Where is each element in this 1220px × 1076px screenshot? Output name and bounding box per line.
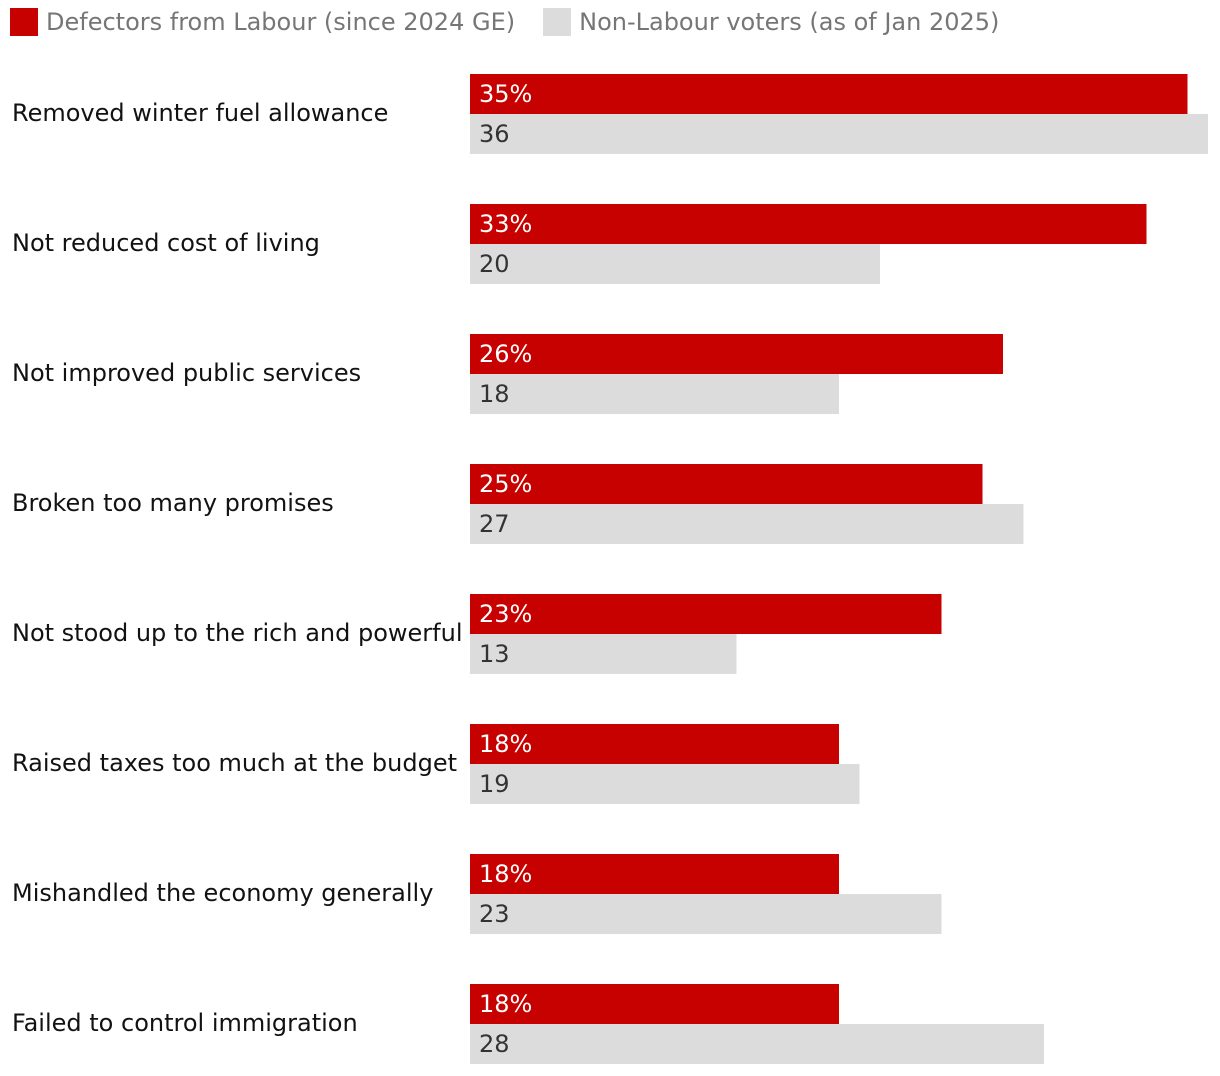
bar-non-labour-not-stood-up-to-the-rich-and-powerful — [470, 634, 737, 674]
data-label-non-labour-removed-winter-fuel-allowance: 36 — [479, 120, 510, 148]
category-label-mishandled-the-economy-generally: Mishandled the economy generally — [12, 879, 433, 907]
data-label-defectors-not-stood-up-to-the-rich-and-powerful: 23% — [479, 600, 532, 628]
bar-defectors-not-improved-public-services — [470, 334, 1003, 374]
bar-non-labour-mishandled-the-economy-generally — [470, 894, 942, 934]
category-label-broken-too-many-promises: Broken too many promises — [12, 489, 334, 517]
data-label-defectors-broken-too-many-promises: 25% — [479, 470, 532, 498]
category-label-removed-winter-fuel-allowance: Removed winter fuel allowance — [12, 99, 388, 127]
data-label-defectors-failed-to-control-immigration: 18% — [479, 990, 532, 1018]
category-label-raised-taxes-too-much-at-the-budget: Raised taxes too much at the budget — [12, 749, 457, 777]
legend-label-non-labour: Non-Labour voters (as of Jan 2025) — [579, 8, 1000, 36]
category-label-not-stood-up-to-the-rich-and-powerful: Not stood up to the rich and powerful — [12, 619, 463, 647]
legend-swatch-defectors — [10, 8, 38, 36]
data-label-defectors-removed-winter-fuel-allowance: 35% — [479, 80, 532, 108]
bar-defectors-broken-too-many-promises — [470, 464, 983, 504]
data-label-non-labour-broken-too-many-promises: 27 — [479, 510, 510, 538]
bar-non-labour-broken-too-many-promises — [470, 504, 1024, 544]
legend-label-defectors: Defectors from Labour (since 2024 GE) — [46, 8, 516, 36]
data-label-defectors-raised-taxes-too-much-at-the-budget: 18% — [479, 730, 532, 758]
data-label-non-labour-not-stood-up-to-the-rich-and-powerful: 13 — [479, 640, 510, 668]
bar-non-labour-removed-winter-fuel-allowance — [470, 114, 1208, 154]
bar-defectors-raised-taxes-too-much-at-the-budget — [470, 724, 839, 764]
bar-non-labour-not-reduced-cost-of-living — [470, 244, 880, 284]
bar-defectors-removed-winter-fuel-allowance — [470, 74, 1188, 114]
data-label-defectors-mishandled-the-economy-generally: 18% — [479, 860, 532, 888]
data-label-non-labour-not-reduced-cost-of-living: 20 — [479, 250, 510, 278]
bar-non-labour-failed-to-control-immigration — [470, 1024, 1044, 1064]
bar-defectors-not-reduced-cost-of-living — [470, 204, 1147, 244]
legend-item-defectors: Defectors from Labour (since 2024 GE) — [10, 8, 515, 36]
data-label-non-labour-mishandled-the-economy-generally: 23 — [479, 900, 510, 928]
legend: Defectors from Labour (since 2024 GE) No… — [10, 8, 1027, 36]
category-label-not-improved-public-services: Not improved public services — [12, 359, 361, 387]
data-label-non-labour-not-improved-public-services: 18 — [479, 380, 510, 408]
legend-swatch-non-labour — [543, 8, 572, 36]
bar-defectors-not-stood-up-to-the-rich-and-powerful — [470, 594, 942, 634]
category-label-not-reduced-cost-of-living: Not reduced cost of living — [12, 229, 320, 257]
data-label-defectors-not-reduced-cost-of-living: 33% — [479, 210, 532, 238]
data-label-non-labour-raised-taxes-too-much-at-the-budget: 19 — [479, 770, 510, 798]
bar-defectors-mishandled-the-economy-generally — [470, 854, 839, 894]
legend-item-non-labour: Non-Labour voters (as of Jan 2025) — [543, 8, 999, 36]
data-label-defectors-not-improved-public-services: 26% — [479, 340, 532, 368]
bar-defectors-failed-to-control-immigration — [470, 984, 839, 1024]
bar-non-labour-not-improved-public-services — [470, 374, 839, 414]
category-label-failed-to-control-immigration: Failed to control immigration — [12, 1009, 358, 1037]
data-label-non-labour-failed-to-control-immigration: 28 — [479, 1030, 510, 1058]
bar-non-labour-raised-taxes-too-much-at-the-budget — [470, 764, 860, 804]
